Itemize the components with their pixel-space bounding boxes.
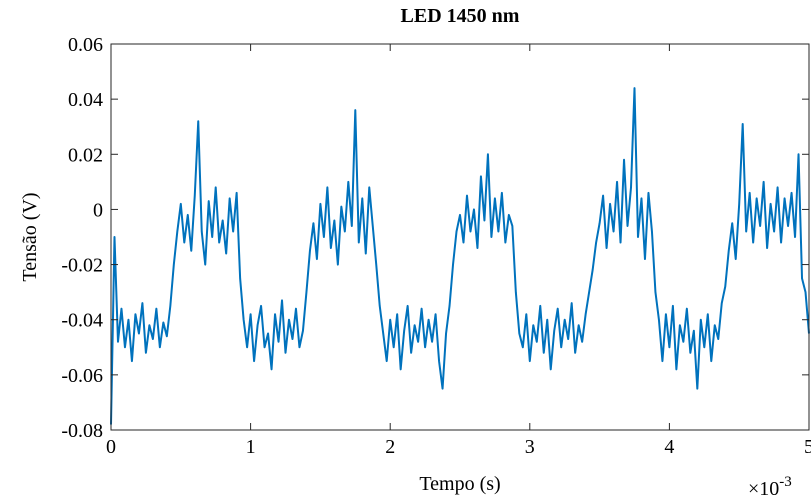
data-line — [110, 87, 810, 425]
plot-area: -0.08 -0.06 -0.04 -0.02 0 0.02 0.04 0.06 0 1 2 3 4 5 — [61, 34, 811, 458]
x-tick-label: 4 — [664, 436, 674, 458]
x-tick-label: 5 — [804, 436, 811, 458]
x-multiplier-base: ×10 — [748, 478, 779, 499]
y-tick-label: -0.08 — [61, 420, 103, 442]
x-multiplier-exponent: -3 — [779, 474, 792, 490]
y-tick-label: 0.06 — [68, 34, 103, 56]
axes-box — [110, 43, 810, 431]
x-tick-label: 0 — [106, 436, 116, 458]
y-tick-label: -0.04 — [61, 310, 103, 332]
x-tick-label: 2 — [385, 436, 395, 458]
x-tick-label: 3 — [525, 436, 535, 458]
y-axis-label: Tensão (V) — [19, 192, 41, 281]
chart-title: LED 1450 nm — [401, 5, 520, 27]
y-tick-label: -0.06 — [61, 365, 103, 387]
x-axis-label: Tempo (s) — [419, 473, 500, 495]
x-multiplier: ×10-3 — [748, 474, 792, 499]
y-tick-label: 0.02 — [68, 144, 103, 166]
x-tick-label: 1 — [246, 436, 256, 458]
y-tick-label: 0.04 — [68, 89, 103, 111]
y-tick-label: -0.02 — [61, 255, 103, 277]
y-tick-label: 0 — [93, 199, 103, 221]
